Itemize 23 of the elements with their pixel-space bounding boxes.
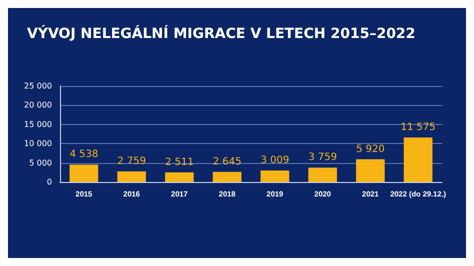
bar (212, 172, 242, 182)
chart-title: VÝVOJ NELEGÁLNÍ MIGRACE V LETECH 2015–2022 (27, 25, 416, 42)
data-label: 3 759 (308, 152, 337, 164)
bar (404, 138, 432, 182)
y-tick-label: 0 (46, 178, 52, 186)
bar (308, 168, 337, 182)
data-label: 4 538 (70, 149, 98, 160)
data-label: 2 759 (117, 156, 146, 167)
bar (165, 172, 194, 182)
data-label: 2 645 (212, 156, 242, 168)
y-tick-label: 25 000 (24, 82, 52, 90)
data-label: 2 511 (165, 156, 194, 168)
bar (260, 170, 290, 182)
y-tick-label: 10 000 (24, 139, 52, 148)
y-tick-label: 20 000 (24, 100, 52, 110)
data-label: 5 920 (356, 144, 385, 155)
bar (117, 171, 146, 182)
data-label: 11 575 (400, 122, 436, 134)
y-tick-label: 5 000 (29, 158, 52, 168)
data-label: 3 009 (260, 154, 290, 166)
bar (356, 159, 385, 182)
y-tick-label: 15 000 (24, 120, 52, 129)
bar (70, 164, 98, 182)
